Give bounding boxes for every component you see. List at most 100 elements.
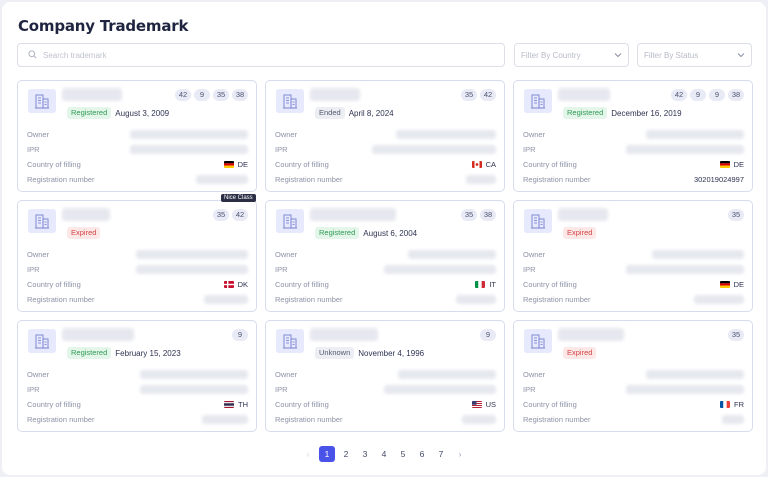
country-label: Country of filling bbox=[523, 280, 577, 289]
ipr-value-redacted bbox=[136, 265, 248, 274]
chevron-down-icon bbox=[737, 51, 745, 60]
owner-row: Owner bbox=[27, 370, 248, 380]
registration-row: Registration number bbox=[275, 415, 496, 425]
trademark-name-redacted bbox=[558, 88, 610, 101]
next-page-icon[interactable]: › bbox=[458, 449, 462, 459]
ipr-label: IPR bbox=[27, 265, 40, 274]
ipr-label: IPR bbox=[275, 145, 288, 154]
trademark-card[interactable]: 9 Registered February 15, 2023 Owner IPR… bbox=[17, 320, 257, 432]
nice-class-chip: 42 bbox=[175, 89, 191, 101]
status-row: Registered February 15, 2023 bbox=[67, 347, 181, 359]
ipr-label: IPR bbox=[275, 385, 288, 394]
ipr-label: IPR bbox=[523, 145, 536, 154]
page-button[interactable]: 3 bbox=[362, 449, 368, 459]
prev-page-icon[interactable]: ‹ bbox=[306, 449, 310, 459]
nice-class-list: 42 9 35 38 bbox=[175, 89, 248, 101]
trademark-card[interactable]: 42 9 35 38 Registered August 3, 2009 Owner … bbox=[17, 80, 257, 192]
nice-class-list: 35 bbox=[728, 209, 744, 221]
registration-value-redacted bbox=[202, 415, 248, 424]
registration-row: Registration number bbox=[27, 295, 248, 305]
country-code: DE bbox=[733, 280, 744, 289]
registration-value-redacted bbox=[722, 415, 744, 424]
nice-class-chip: 35 bbox=[213, 89, 229, 101]
registration-date: April 8, 2024 bbox=[348, 108, 394, 118]
nice-class-tooltip: Nice Class bbox=[221, 194, 256, 202]
registration-date: August 3, 2009 bbox=[115, 108, 170, 118]
country-flag-icon bbox=[471, 401, 482, 408]
registration-row: Registration number bbox=[523, 295, 744, 305]
registration-row: Registration number 302019024997 bbox=[523, 175, 744, 185]
owner-value-redacted bbox=[130, 130, 248, 139]
trademark-card[interactable]: 35 42 Expired Owner IPR Country of fillin… bbox=[17, 200, 257, 312]
ipr-row: IPR bbox=[27, 385, 248, 395]
registration-label: Registration number bbox=[27, 175, 95, 184]
page-button[interactable]: 1 bbox=[319, 446, 335, 462]
trademark-card[interactable]: 35 Expired Owner IPR Country of filling … bbox=[513, 320, 753, 432]
page-button[interactable]: 7 bbox=[438, 449, 444, 459]
country-label: Country of filling bbox=[523, 160, 577, 169]
page-button[interactable]: 6 bbox=[419, 449, 425, 459]
registration-label: Registration number bbox=[275, 175, 343, 184]
registration-label: Registration number bbox=[275, 295, 343, 304]
filter-country-select[interactable]: Filter By Country bbox=[514, 43, 629, 67]
owner-value-redacted bbox=[646, 370, 744, 379]
nice-class-chip: 42 bbox=[232, 209, 248, 221]
trademark-card[interactable]: 42 9 9 38 Registered December 16, 2019 Owne… bbox=[513, 80, 753, 192]
trademark-card[interactable]: 35 42 Ended April 8, 2024 Owner IPR Count… bbox=[265, 80, 505, 192]
ipr-value-redacted bbox=[372, 145, 496, 154]
search-box[interactable] bbox=[17, 43, 505, 67]
country-row: Country of filling US bbox=[275, 400, 496, 410]
status-badge: Registered bbox=[315, 227, 360, 239]
page-button[interactable]: 2 bbox=[343, 449, 349, 459]
status-row: Registered August 3, 2009 bbox=[67, 107, 169, 119]
owner-label: Owner bbox=[27, 130, 50, 139]
owner-label: Owner bbox=[275, 370, 298, 379]
ipr-value-redacted bbox=[626, 385, 744, 394]
status-badge: Registered bbox=[67, 107, 112, 119]
ipr-row: IPR bbox=[523, 385, 744, 395]
status-row: Unknown November 4, 1996 bbox=[315, 347, 424, 359]
ipr-label: IPR bbox=[275, 265, 288, 274]
status-row: Ended April 8, 2024 bbox=[315, 107, 394, 119]
nice-class-chip: 9 bbox=[480, 329, 496, 341]
country-flag-icon bbox=[223, 161, 234, 168]
country-label: Country of filling bbox=[275, 400, 329, 409]
building-icon bbox=[276, 89, 304, 113]
country-flag-icon bbox=[720, 401, 730, 408]
ipr-label: IPR bbox=[523, 265, 536, 274]
page-button[interactable]: 4 bbox=[381, 449, 387, 459]
owner-value-redacted bbox=[140, 370, 248, 379]
country-label: Country of filling bbox=[275, 280, 329, 289]
nice-class-list: 35 42 bbox=[461, 89, 496, 101]
registration-date: August 6, 2004 bbox=[363, 228, 418, 238]
country-value: IT bbox=[475, 280, 496, 289]
trademark-card[interactable]: 35 38 Registered August 6, 2004 Owner IPR… bbox=[265, 200, 505, 312]
trademark-card[interactable]: 35 Expired Owner IPR Country of filling … bbox=[513, 200, 753, 312]
ipr-value-redacted bbox=[384, 385, 496, 394]
trademark-card[interactable]: 9 Unknown November 4, 1996 Owner IPR Cou… bbox=[265, 320, 505, 432]
country-flag-icon bbox=[719, 161, 730, 168]
trademark-name-redacted bbox=[558, 208, 608, 221]
owner-label: Owner bbox=[275, 130, 298, 139]
status-row: Expired bbox=[67, 227, 104, 239]
country-value: CA bbox=[471, 160, 496, 169]
page-title: Company Trademark bbox=[18, 17, 189, 35]
registration-value-redacted bbox=[694, 295, 744, 304]
registration-label: Registration number bbox=[523, 415, 591, 424]
ipr-value-redacted bbox=[626, 145, 744, 154]
owner-row: Owner bbox=[523, 250, 744, 260]
building-icon bbox=[28, 89, 56, 113]
country-label: Country of filling bbox=[275, 160, 329, 169]
status-badge: Expired bbox=[563, 227, 597, 239]
nice-class-chip: 38 bbox=[480, 209, 496, 221]
owner-label: Owner bbox=[275, 250, 298, 259]
nice-class-chip: 35 bbox=[461, 89, 477, 101]
owner-row: Owner bbox=[275, 130, 496, 140]
filter-status-select[interactable]: Filter By Status bbox=[637, 43, 752, 67]
search-input[interactable] bbox=[43, 50, 483, 60]
country-flag-icon bbox=[719, 281, 730, 288]
trademark-name-redacted bbox=[62, 208, 110, 221]
page-button[interactable]: 5 bbox=[400, 449, 406, 459]
status-row: Expired bbox=[563, 347, 600, 359]
nice-class-chip: 35 bbox=[461, 209, 477, 221]
